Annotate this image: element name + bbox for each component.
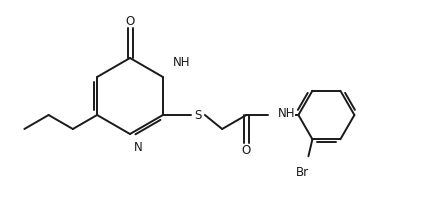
Text: NH: NH xyxy=(277,107,295,120)
Text: O: O xyxy=(242,144,251,156)
Text: N: N xyxy=(134,141,143,154)
Text: O: O xyxy=(126,14,135,28)
Text: S: S xyxy=(194,109,201,122)
Text: Br: Br xyxy=(296,166,309,179)
Text: NH: NH xyxy=(173,56,190,69)
